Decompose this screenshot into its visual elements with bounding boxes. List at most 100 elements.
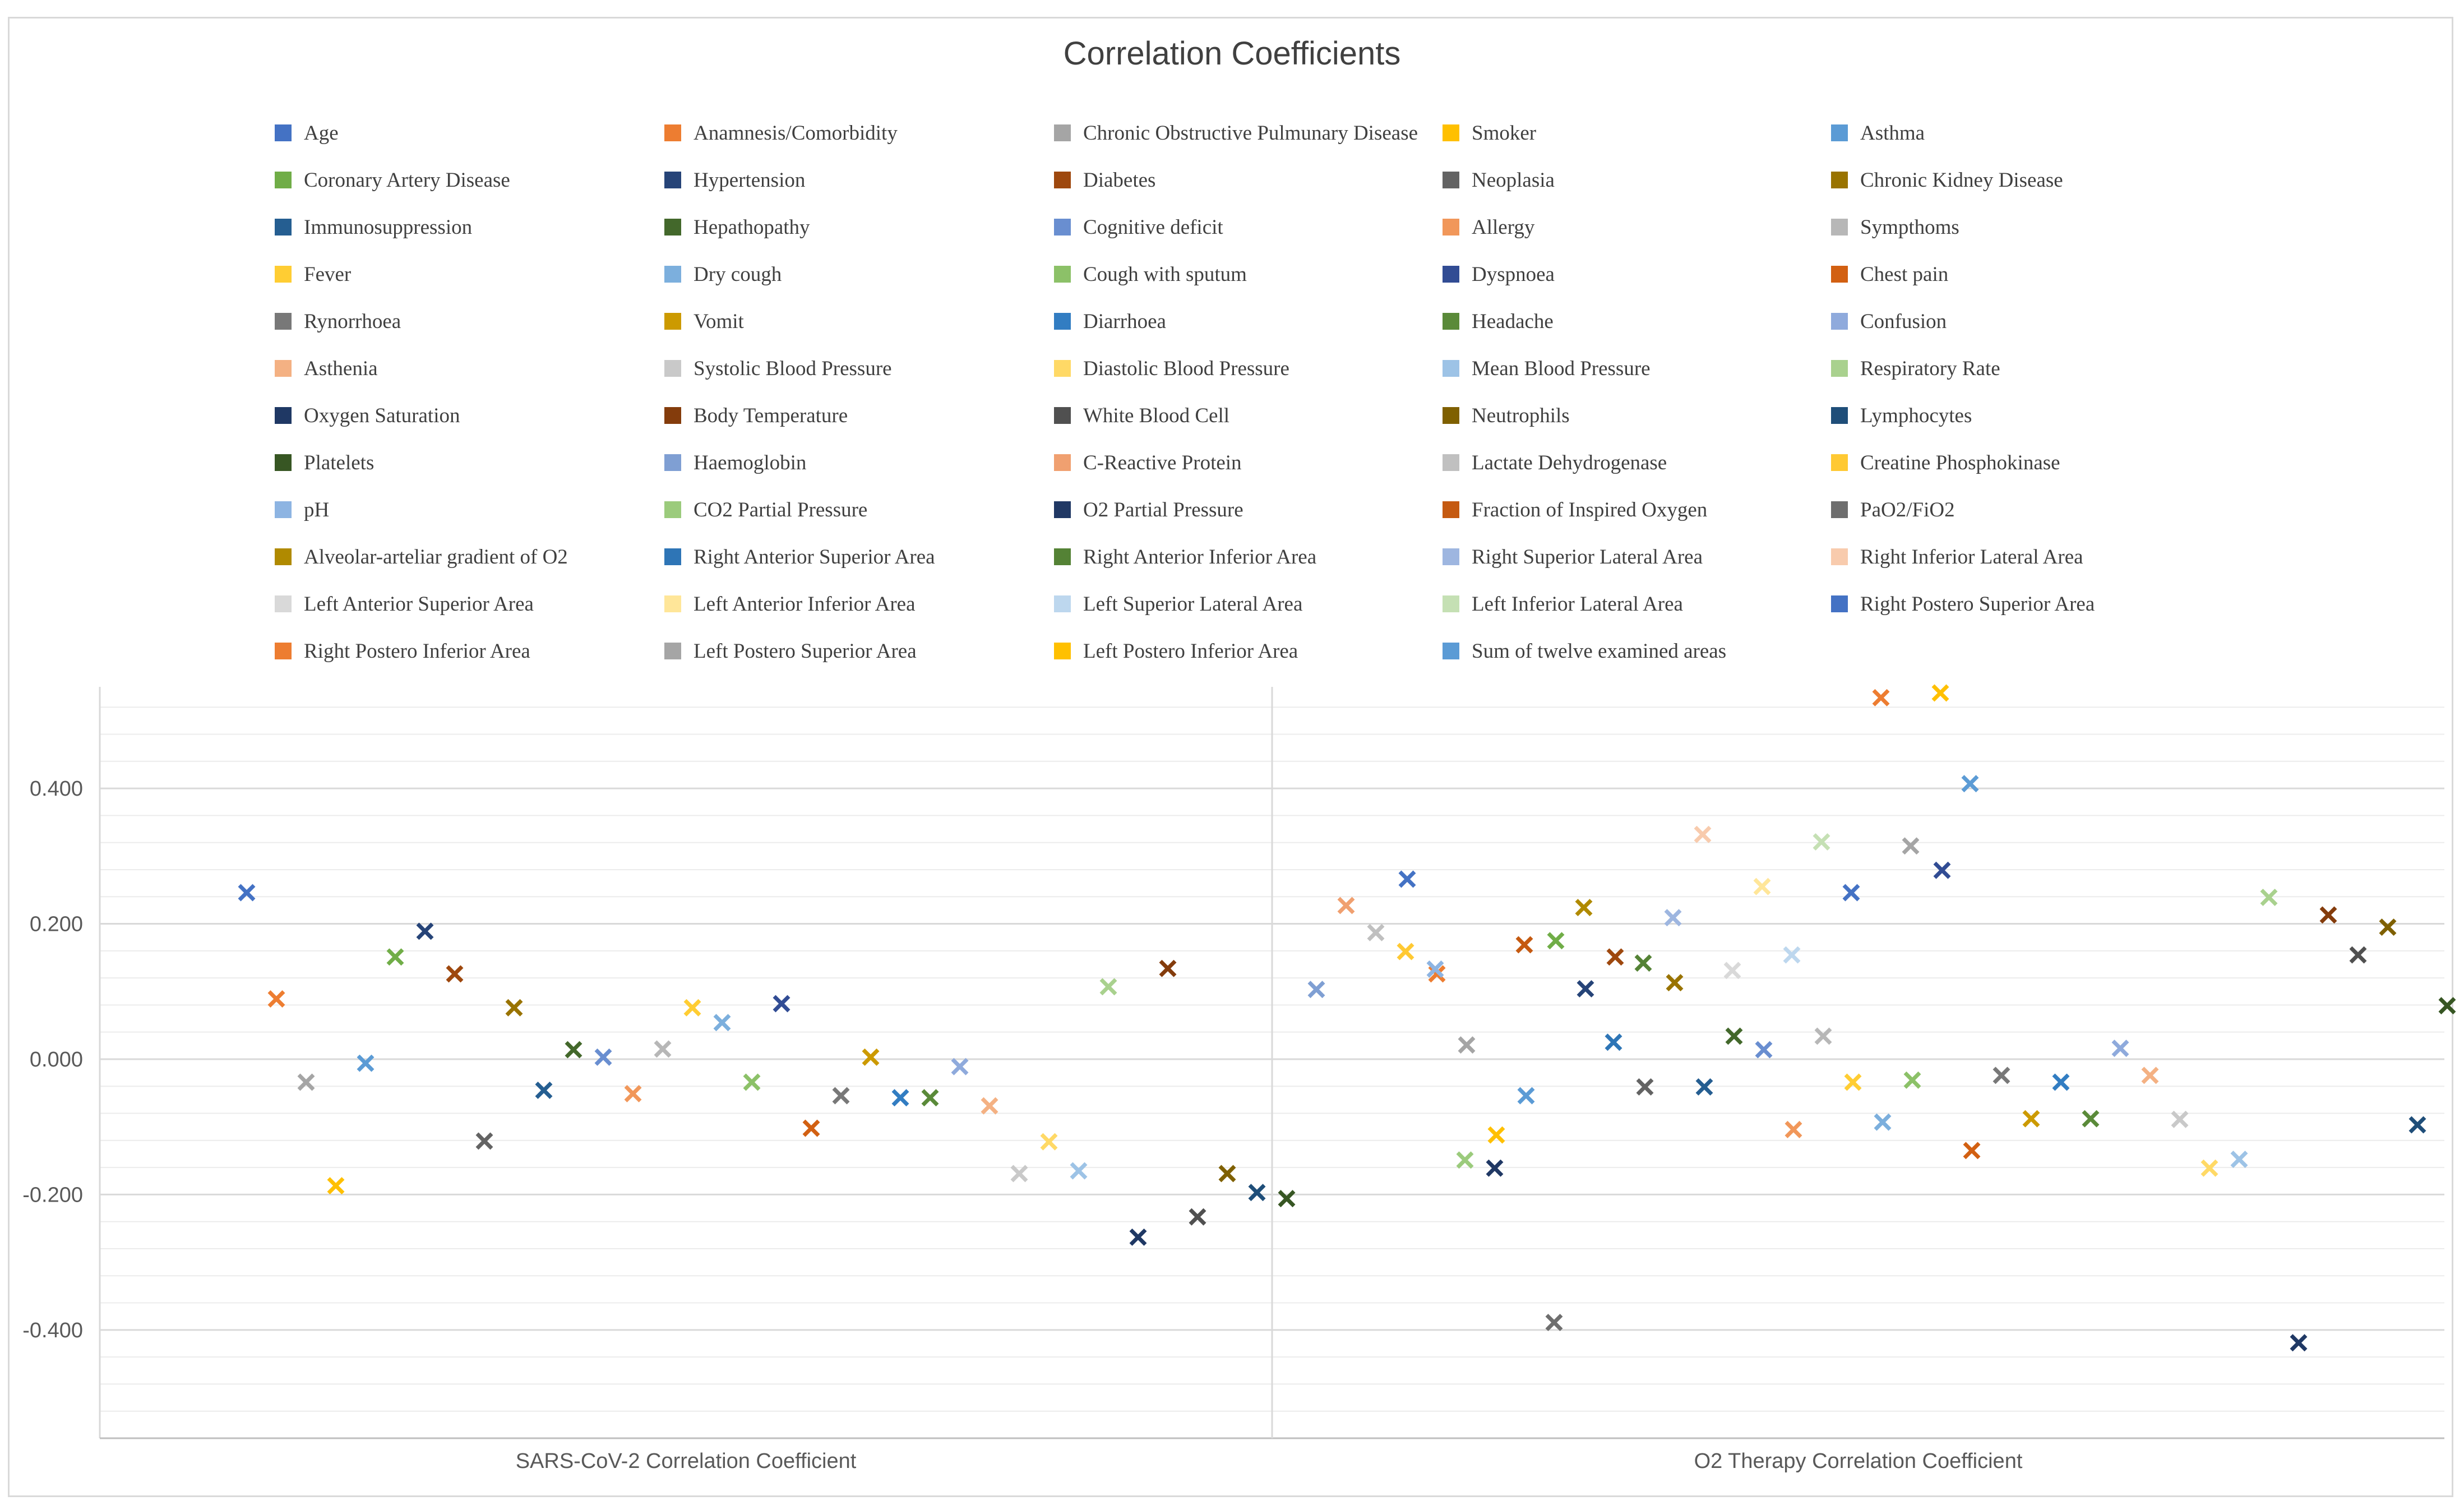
marker-stroke [1398, 870, 1416, 888]
y-tick-label: -0.400 [22, 1319, 83, 1342]
marker-stroke [2111, 1040, 2129, 1058]
legend-entry: Sympthoms [1831, 204, 2220, 251]
data-point [1963, 1142, 1981, 1160]
legend-label: O2 Partial Pressure [1083, 498, 1243, 521]
legend-label: Right Inferior Lateral Area [1860, 545, 2083, 569]
legend-swatch [1831, 313, 1848, 330]
chart-frame [8, 17, 2453, 1497]
legend-swatch [1054, 313, 1071, 330]
data-point [951, 1058, 969, 1075]
data-point [1695, 1078, 1713, 1096]
legend-label: Left Postero Superior Area [694, 639, 917, 663]
legend-entry: Left Anterior Superior Area [275, 580, 664, 627]
y-tick-label: -0.200 [22, 1183, 83, 1207]
legend-label: C-Reactive Protein [1083, 451, 1242, 474]
marker-stroke [1783, 946, 1801, 964]
data-point [1278, 1190, 1296, 1208]
legend-entry: White Blood Cell [1054, 392, 1443, 439]
marker-stroke [2022, 1110, 2040, 1128]
legend-label: Chronic Kidney Disease [1860, 168, 2063, 192]
legend-swatch [1443, 548, 1459, 565]
legend-entry: Alveolar-arteliar gradient of O2 [275, 533, 664, 580]
legend-label: Right Postero Inferior Area [304, 639, 530, 663]
marker-stroke [2201, 1159, 2218, 1177]
legend-swatch [664, 219, 681, 235]
marker-stroke [713, 1014, 731, 1032]
data-point [1933, 861, 1951, 879]
legend-label: Immunosuppression [304, 215, 473, 239]
legend-swatch [1831, 595, 1848, 612]
legend-label: Lactate Dehydrogenase [1472, 451, 1667, 474]
legend-swatch [1443, 454, 1459, 471]
legend-swatch [275, 124, 292, 141]
marker-stroke [1844, 1073, 1862, 1091]
legend-swatch [275, 454, 292, 471]
marker-stroke [1426, 960, 1444, 978]
legend-swatch [1831, 407, 1848, 424]
data-point [1844, 1073, 1862, 1091]
data-point [921, 1089, 939, 1107]
marker-stroke [1367, 923, 1385, 941]
legend-swatch [275, 407, 292, 424]
data-point [1636, 1078, 1654, 1096]
marker-stroke [1397, 943, 1414, 961]
marker-stroke [1099, 978, 1117, 996]
legend-swatch [1443, 360, 1459, 377]
legend-entry: Cognitive deficit [1054, 204, 1443, 251]
marker-stroke [2319, 906, 2337, 924]
legend-label: Hypertension [694, 168, 806, 192]
legend-swatch [1443, 219, 1459, 235]
legend-entry: Chronic Kidney Disease [1831, 156, 2220, 204]
legend-swatch [1054, 501, 1071, 518]
legend-label: Smoker [1472, 121, 1537, 145]
data-point [1397, 943, 1414, 961]
legend-swatch [664, 313, 681, 330]
marker-stroke [267, 990, 285, 1008]
data-point [832, 1087, 850, 1105]
data-point [1189, 1208, 1206, 1226]
legend: Age Anamnesis/Comorbidity Chronic Obstruct… [275, 109, 2405, 663]
legend-entry: Asthenia [275, 345, 664, 392]
marker-stroke [832, 1087, 850, 1105]
data-point [2171, 1110, 2189, 1128]
legend-entry: Right Postero Inferior Area [275, 627, 664, 675]
data-point [1099, 978, 1117, 996]
data-point [238, 884, 256, 902]
legend-swatch [275, 548, 292, 565]
data-point [416, 922, 434, 940]
legend-swatch [664, 360, 681, 377]
legend-entry: Diarrhoea [1054, 298, 1443, 345]
legend-entry: Oxygen Saturation [275, 392, 664, 439]
legend-entry: Body Temperature [664, 392, 1054, 439]
legend-swatch [1443, 643, 1459, 659]
legend-label: Asthma [1860, 121, 1925, 145]
marker-stroke [357, 1054, 375, 1072]
marker-stroke [1547, 932, 1565, 950]
legend-swatch [1443, 313, 1459, 330]
marker-stroke [416, 922, 434, 940]
y-tick-label: 0.000 [30, 1048, 83, 1072]
data-point [683, 999, 701, 1017]
data-point [1814, 1027, 1832, 1045]
data-point [2052, 1073, 2070, 1091]
legend-swatch [1054, 124, 1071, 141]
x-category-label: SARS-CoV-2 Correlation Coefficient [516, 1449, 857, 1473]
data-point [475, 1132, 493, 1150]
legend-swatch [275, 172, 292, 188]
data-point [1783, 946, 1801, 964]
legend-swatch [664, 172, 681, 188]
data-point [2082, 1110, 2100, 1128]
legend-label: Dyspnoea [1472, 262, 1555, 286]
marker-stroke [743, 1073, 761, 1091]
legend-entry: Lymphocytes [1831, 392, 2220, 439]
legend-entry: PaO2/FiO2 [1831, 486, 2220, 533]
legend-entry: Age [275, 109, 664, 156]
data-point [1606, 948, 1624, 966]
legend-entry: Headache [1443, 298, 1831, 345]
legend-label: Fever [304, 262, 352, 286]
y-tick-label: 0.200 [30, 913, 83, 936]
legend-swatch [664, 124, 681, 141]
legend-swatch [664, 266, 681, 283]
data-point [1367, 923, 1385, 941]
marker-stroke [1902, 837, 1920, 855]
